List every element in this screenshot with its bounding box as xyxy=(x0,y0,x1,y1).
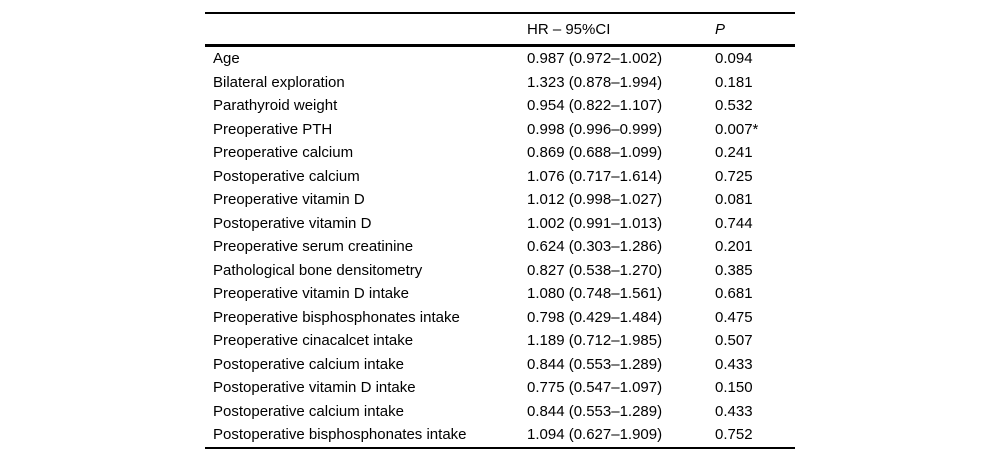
hazard-ratio-table: HR – 95%CI P Age 0.987 (0.972–1.002) 0.0… xyxy=(205,12,795,449)
header-row: HR – 95%CI P xyxy=(205,13,795,47)
p-value: 0.532 xyxy=(715,97,753,115)
table-row: Postoperative vitamin D intake 0.775 (0.… xyxy=(205,376,795,400)
variable-label: Preoperative calcium xyxy=(213,144,354,162)
table-row: Bilateral exploration 1.323 (0.878–1.994… xyxy=(205,71,795,95)
table-body: Age 0.987 (0.972–1.002) 0.094 Bilateral … xyxy=(205,46,795,448)
table-header: HR – 95%CI P xyxy=(205,13,795,47)
p-value: 0.385 xyxy=(715,261,753,279)
variable-label: Preoperative vitamin D xyxy=(213,191,365,209)
p-value: 0.181 xyxy=(715,73,753,91)
variable-label: Preoperative vitamin D intake xyxy=(213,285,409,303)
p-value: 0.241 xyxy=(715,144,753,162)
hr-ci-value: 0.844 (0.553–1.289) xyxy=(527,355,663,373)
p-value: 0.081 xyxy=(715,191,753,209)
table-row: Postoperative calcium 1.076 (0.717–1.614… xyxy=(205,165,795,189)
p-value: 0.507 xyxy=(715,332,753,350)
variable-label: Postoperative bisphosphonates intake xyxy=(213,426,467,444)
variable-label: Bilateral exploration xyxy=(213,73,345,91)
table-row: Preoperative vitamin D intake 1.080 (0.7… xyxy=(205,282,795,306)
table-row: Preoperative PTH 0.998 (0.996–0.999) 0.0… xyxy=(205,118,795,142)
p-value: 0.007* xyxy=(715,120,759,138)
table-row: Postoperative bisphosphonates intake 1.0… xyxy=(205,423,795,448)
table-row: Preoperative cinacalcet intake 1.189 (0.… xyxy=(205,329,795,353)
hr-ci-value: 0.775 (0.547–1.097) xyxy=(527,379,663,397)
variable-label: Preoperative cinacalcet intake xyxy=(213,332,414,350)
hr-ci-value: 1.076 (0.717–1.614) xyxy=(527,167,663,185)
hr-ci-value: 1.094 (0.627–1.909) xyxy=(527,426,663,444)
variable-label: Age xyxy=(213,50,240,68)
hr-ci-value: 0.998 (0.996–0.999) xyxy=(527,120,663,138)
hr-ci-value: 1.012 (0.998–1.027) xyxy=(527,191,663,209)
variable-label: Preoperative serum creatinine xyxy=(213,238,414,256)
table-row: Parathyroid weight 0.954 (0.822–1.107) 0… xyxy=(205,94,795,118)
variable-label: Pathological bone densitometry xyxy=(213,261,423,279)
column-header-p: P xyxy=(715,13,795,47)
p-value: 0.681 xyxy=(715,285,753,303)
hr-ci-value: 1.002 (0.991–1.013) xyxy=(527,214,663,232)
column-header-variable xyxy=(205,13,527,47)
hr-ci-value: 0.954 (0.822–1.107) xyxy=(527,97,663,115)
p-value: 0.201 xyxy=(715,238,753,256)
variable-label: Postoperative calcium xyxy=(213,167,360,185)
table-row: Age 0.987 (0.972–1.002) 0.094 xyxy=(205,46,795,71)
p-value: 0.752 xyxy=(715,426,753,444)
hr-ci-value: 1.323 (0.878–1.994) xyxy=(527,73,663,91)
table-row: Preoperative serum creatinine 0.624 (0.3… xyxy=(205,235,795,259)
hr-ci-value: 0.844 (0.553–1.289) xyxy=(527,402,663,420)
variable-label: Postoperative vitamin D xyxy=(213,214,372,232)
variable-label: Parathyroid weight xyxy=(213,97,338,115)
table-row: Preoperative bisphosphonates intake 0.79… xyxy=(205,306,795,330)
p-value: 0.433 xyxy=(715,355,753,373)
hr-ci-value: 0.987 (0.972–1.002) xyxy=(527,50,663,68)
hr-ci-value: 1.080 (0.748–1.561) xyxy=(527,285,663,303)
p-value: 0.744 xyxy=(715,214,753,232)
variable-label: Preoperative bisphosphonates intake xyxy=(213,308,460,326)
p-value: 0.475 xyxy=(715,308,753,326)
table-row: Preoperative vitamin D 1.012 (0.998–1.02… xyxy=(205,188,795,212)
p-value: 0.150 xyxy=(715,379,753,397)
hr-ci-value: 0.624 (0.303–1.286) xyxy=(527,238,663,256)
hr-ci-value: 0.798 (0.429–1.484) xyxy=(527,308,663,326)
hr-ci-value: 0.827 (0.538–1.270) xyxy=(527,261,663,279)
p-value: 0.094 xyxy=(715,50,753,68)
variable-label: Postoperative calcium intake xyxy=(213,402,404,420)
p-value: 0.433 xyxy=(715,402,753,420)
column-header-hr-ci: HR – 95%CI xyxy=(527,13,715,47)
table-row: Postoperative calcium intake 0.844 (0.55… xyxy=(205,400,795,424)
p-value: 0.725 xyxy=(715,167,753,185)
variable-label: Preoperative PTH xyxy=(213,120,333,138)
variable-label: Postoperative calcium intake xyxy=(213,355,404,373)
table-row: Postoperative calcium intake 0.844 (0.55… xyxy=(205,353,795,377)
variable-label: Postoperative vitamin D intake xyxy=(213,379,416,397)
table-row: Pathological bone densitometry 0.827 (0.… xyxy=(205,259,795,283)
table-row: Postoperative vitamin D 1.002 (0.991–1.0… xyxy=(205,212,795,236)
table-row: Preoperative calcium 0.869 (0.688–1.099)… xyxy=(205,141,795,165)
hr-ci-value: 0.869 (0.688–1.099) xyxy=(527,144,663,162)
hr-ci-value: 1.189 (0.712–1.985) xyxy=(527,332,663,350)
